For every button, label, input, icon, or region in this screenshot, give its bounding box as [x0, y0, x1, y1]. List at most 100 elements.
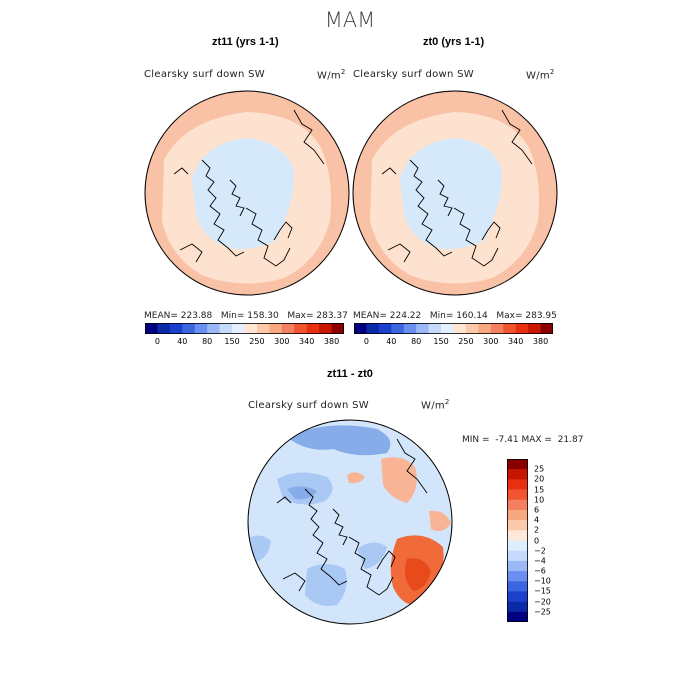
colorbar-tick-label: 340 — [508, 337, 524, 346]
stats-left: MEAN= 223.88 Min= 158.30 Max= 283.37 — [144, 311, 348, 321]
colorbar-right-swatches — [354, 323, 553, 334]
colorbar-swatch — [244, 323, 258, 334]
colorbar-tick-label: −10 — [534, 576, 551, 586]
polar-map-left — [144, 90, 350, 296]
colorbar-swatch — [207, 323, 220, 334]
stats-diff: MIN = -7.41 MAX = 21.87 — [462, 435, 584, 445]
colorbar-tick-label: 80 — [202, 337, 213, 346]
colorbar-swatch — [507, 530, 528, 541]
colorbar-swatch — [507, 509, 528, 521]
colorbar-swatch — [169, 323, 183, 334]
variable-label-right: Clearsky surf down SW — [353, 69, 474, 80]
colorbar-tick-label: 150 — [433, 337, 449, 346]
colorbar-swatch — [157, 323, 171, 334]
diff-blue-patch — [287, 486, 317, 500]
colorbar-right-ticks: 0 40 80 150 250 300 340 380 — [354, 337, 553, 349]
colorbar-tick-label: 0 — [534, 536, 540, 545]
colorbar-tick-label: 40 — [177, 337, 188, 346]
coastlines — [276, 438, 428, 596]
colorbar-swatch — [507, 560, 528, 572]
colorbar-swatch — [465, 323, 479, 334]
colorbar-swatch — [507, 581, 528, 592]
colorbar-swatch — [507, 489, 528, 501]
colorbar-frame — [354, 323, 553, 334]
colorbar-swatch — [366, 323, 380, 334]
colorbar-swatch — [428, 323, 442, 334]
colorbar-right — [354, 323, 553, 334]
colorbar-swatch — [507, 550, 528, 562]
colorbar-swatch — [403, 323, 417, 334]
colorbar-swatch — [441, 323, 454, 334]
colorbar-swatch — [507, 591, 528, 602]
colorbar-tick-label: −6 — [534, 566, 546, 576]
colorbar-swatch — [507, 469, 528, 480]
colorbar-diff — [507, 459, 528, 622]
colorbar-tick-label: 0 — [363, 337, 369, 346]
unit-label-diff: W/m2 — [421, 398, 450, 412]
colorbar-tick-label: −2 — [534, 546, 546, 556]
variable-label-left: Clearsky surf down SW — [144, 69, 265, 80]
colorbar-swatch — [319, 323, 332, 334]
colorbar-swatch — [540, 323, 553, 334]
colorbar-swatch — [269, 323, 283, 334]
colorbar-swatch — [507, 499, 528, 511]
colorbar-tick-label: 25 — [534, 464, 545, 474]
colorbar-left — [145, 323, 344, 334]
colorbar-swatch — [391, 323, 405, 334]
map-border — [247, 419, 453, 625]
colorbar-tick-label: 0 — [154, 337, 160, 346]
colorbar-tick-label: −15 — [534, 586, 551, 596]
colorbar-swatch — [507, 520, 528, 531]
colorbar-tick-label: 250 — [249, 337, 265, 346]
colorbar-swatch — [507, 479, 528, 490]
diff-orange-patch — [429, 510, 451, 531]
colorbar-swatch — [490, 323, 504, 334]
diff-blue-patch — [357, 542, 387, 569]
variable-label-diff: Clearsky surf down SW — [248, 400, 369, 411]
colorbar-swatch — [515, 323, 529, 334]
panel-title-diff: zt11 - zt0 — [327, 368, 373, 380]
colorbar-frame — [145, 323, 344, 334]
unit-label-right: W/m2 — [526, 68, 555, 82]
colorbar-swatch — [378, 323, 392, 334]
map-border — [352, 90, 558, 296]
diff-orange-patch — [381, 457, 417, 503]
colorbar-tick-label: 6 — [534, 505, 540, 515]
colorbar-swatch — [256, 323, 270, 334]
colorbar-swatch — [219, 323, 233, 334]
colorbar-swatch — [507, 601, 528, 613]
colorbar-swatch — [528, 323, 541, 334]
panel-title-left: zt11 (yrs 1-1) — [212, 36, 279, 48]
colorbar-swatch — [507, 571, 528, 582]
colorbar-swatch — [507, 459, 528, 470]
figure-title: MAM — [324, 8, 376, 32]
coastlines — [381, 109, 533, 267]
colorbar-tick-label: 80 — [411, 337, 422, 346]
colorbar-swatch — [354, 323, 367, 334]
map-border — [144, 90, 350, 296]
colorbar-left-ticks: 0 40 80 150 250 300 340 380 — [145, 337, 344, 349]
diff-blue-patch — [287, 425, 391, 456]
colorbar-swatch — [281, 323, 295, 334]
colorbar-swatch — [331, 323, 344, 334]
colorbar-swatch — [145, 323, 158, 334]
colorbar-tick-label: 300 — [483, 337, 499, 346]
colorbar-tick-label: 150 — [224, 337, 240, 346]
colorbar-tick-label: 40 — [386, 337, 397, 346]
colorbar-swatch — [507, 540, 528, 551]
colorbar-tick-label: 340 — [299, 337, 315, 346]
diff-orange-patch — [347, 472, 365, 484]
colorbar-swatch — [416, 323, 429, 334]
unit-label-left: W/m2 — [317, 68, 346, 82]
colorbar-left-swatches — [145, 323, 344, 334]
colorbar-tick-label: −20 — [534, 597, 551, 607]
colorbar-swatch — [294, 323, 307, 334]
diff-blue-patch — [305, 564, 347, 606]
colorbar-tick-label: 380 — [532, 337, 549, 346]
colorbar-tick-label: −25 — [534, 607, 551, 617]
diff-red-patch — [405, 558, 431, 591]
colorbar-diff-swatches — [507, 459, 528, 622]
colorbar-tick-label: 10 — [534, 495, 545, 505]
arctic-region — [400, 138, 503, 249]
colorbar-tick-label: 300 — [274, 337, 290, 346]
